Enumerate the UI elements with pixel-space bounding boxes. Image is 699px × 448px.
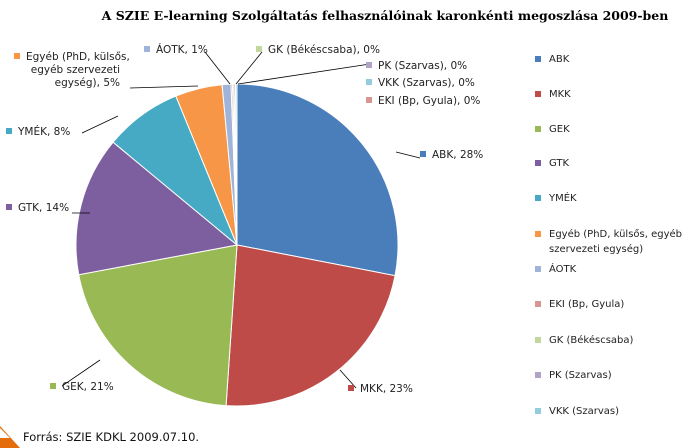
pie-slice-abk <box>236 83 399 277</box>
leader-line-gk <box>235 51 263 85</box>
label-swatch-eki <box>366 97 372 103</box>
legend-entry-gk: GK (Békéscsaba) <box>549 334 634 346</box>
legend-entry-egyeb: Egyéb (PhD, külsős, egyéb <box>549 228 682 240</box>
data-label-egyeb: egyéb szervezeti <box>31 64 120 76</box>
chart-title: A SZIE E-learning Szolgáltatás felhaszná… <box>101 8 669 23</box>
label-swatch-aotk <box>144 46 150 52</box>
pie-slices <box>75 83 399 407</box>
legend-entry-gek: GEK <box>549 124 570 135</box>
label-swatch-pk <box>366 62 372 68</box>
data-label-gtk: GTK, 14% <box>18 202 69 214</box>
data-label-eki: EKI (Bp, Gyula), 0% <box>378 95 480 107</box>
leader-line-abk <box>395 151 421 159</box>
data-label-aotk: ÁOTK, 1% <box>156 43 208 56</box>
leader-line-egyeb <box>129 85 199 89</box>
legend: ABK MKK GEK GTK YMÉK Egyéb (PhD, külsős, egyé… <box>535 54 682 417</box>
legend-entry-gtk: GTK <box>549 158 570 169</box>
data-label-egyeb: egység), 5% <box>55 77 120 89</box>
label-swatch-gk <box>256 46 262 52</box>
legend-swatch-gtk <box>535 160 541 166</box>
label-swatch-vkk <box>366 79 372 85</box>
source-note: Forrás: SZIE KDKL 2009.07.10. <box>23 430 199 444</box>
data-label-vkk: VKK (Szarvas), 0% <box>378 77 475 89</box>
legend-swatch-mkk <box>535 91 541 97</box>
data-label-gek: GEK, 21% <box>62 381 114 393</box>
leader-line-ymek <box>81 115 119 134</box>
label-swatch-ymek <box>6 128 12 134</box>
legend-swatch-abk <box>535 56 541 62</box>
label-swatch-mkk <box>348 385 354 391</box>
legend-entry-pk: PK (Szarvas) <box>549 370 612 381</box>
data-label-gk: GK (Békéscsaba), 0% <box>268 44 380 56</box>
legend-swatch-ymek <box>535 195 541 201</box>
legend-swatch-egyeb <box>535 231 541 237</box>
legend-entry-ymek: YMÉK <box>548 191 577 204</box>
label-swatch-abk <box>420 151 426 157</box>
data-label-egyeb: Egyéb (PhD, külsős, <box>26 51 130 63</box>
legend-swatch-eki <box>535 301 541 307</box>
legend-swatch-pk <box>535 372 541 378</box>
pie-slice-gek <box>78 244 238 407</box>
label-swatch-gtk <box>6 204 12 210</box>
logo-mark <box>0 426 20 448</box>
leader-line-gek <box>61 359 101 387</box>
label-swatch-gek <box>50 383 56 389</box>
pie-slice-gtk <box>75 141 239 276</box>
legend-swatch-aotk <box>535 266 541 272</box>
leader-line-aotk <box>204 51 231 85</box>
data-label-abk: ABK, 28% <box>432 149 483 161</box>
leader-line-pk <box>237 63 371 85</box>
data-label-ymek: YMÉK, 8% <box>17 125 70 138</box>
legend-entry-abk: ABK <box>549 54 570 65</box>
legend-swatch-gk <box>535 337 541 343</box>
legend-swatch-vkk <box>535 408 541 414</box>
legend-entry-eki: EKI (Bp, Gyula) <box>549 299 624 310</box>
slice-labels: ABK, 28% MKK, 23% GEK, 21% GTK, 14% YMÉK, 8%… <box>6 43 483 395</box>
data-label-mkk: MKK, 23% <box>360 383 413 395</box>
label-swatch-egyeb <box>14 53 20 59</box>
pie-slice-mkk <box>225 244 396 407</box>
legend-entry-egyeb: szervezeti egység) <box>549 243 643 255</box>
legend-entry-vkk: VKK (Szarvas) <box>549 406 619 417</box>
legend-entry-aotk: ÁOTK <box>549 262 577 275</box>
legend-swatch-gek <box>535 126 541 132</box>
data-label-pk: PK (Szarvas), 0% <box>378 60 467 72</box>
legend-entry-mkk: MKK <box>549 89 571 100</box>
